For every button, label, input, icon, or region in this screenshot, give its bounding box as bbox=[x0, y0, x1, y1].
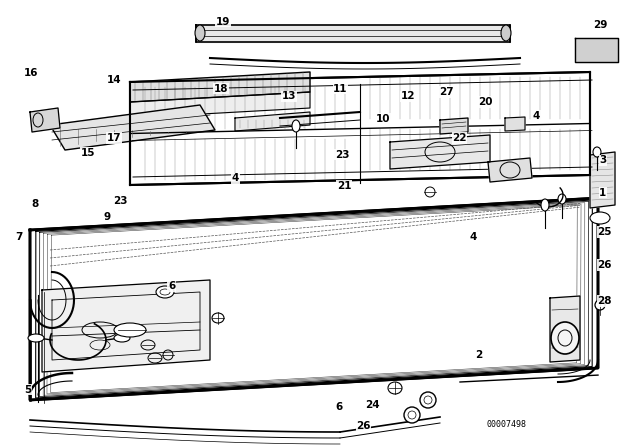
Text: 13: 13 bbox=[282, 91, 296, 101]
Text: 5: 5 bbox=[24, 385, 31, 395]
Polygon shape bbox=[390, 135, 490, 169]
Text: 9: 9 bbox=[104, 212, 111, 222]
Text: 28: 28 bbox=[598, 296, 612, 306]
Polygon shape bbox=[42, 280, 210, 372]
Ellipse shape bbox=[195, 25, 205, 41]
Text: 1: 1 bbox=[599, 188, 607, 198]
Ellipse shape bbox=[404, 407, 420, 423]
Text: 25: 25 bbox=[598, 227, 612, 237]
Ellipse shape bbox=[590, 212, 610, 224]
Polygon shape bbox=[590, 152, 615, 208]
Polygon shape bbox=[575, 38, 618, 62]
Text: 4: 4 bbox=[470, 233, 477, 242]
Text: 15: 15 bbox=[81, 148, 95, 158]
Polygon shape bbox=[30, 198, 598, 400]
Ellipse shape bbox=[595, 300, 605, 310]
Polygon shape bbox=[50, 105, 215, 150]
Text: 17: 17 bbox=[107, 133, 121, 143]
Text: 7: 7 bbox=[15, 232, 23, 241]
Text: 6: 6 bbox=[168, 281, 175, 291]
Text: 12: 12 bbox=[401, 91, 415, 101]
Ellipse shape bbox=[420, 392, 436, 408]
Polygon shape bbox=[130, 72, 590, 185]
Polygon shape bbox=[235, 112, 310, 131]
Text: 8: 8 bbox=[31, 199, 39, 209]
Ellipse shape bbox=[156, 286, 174, 298]
Ellipse shape bbox=[551, 322, 579, 354]
Ellipse shape bbox=[558, 194, 566, 204]
Polygon shape bbox=[196, 25, 510, 42]
Text: 16: 16 bbox=[24, 68, 38, 78]
Text: 11: 11 bbox=[333, 84, 348, 94]
Text: 27: 27 bbox=[440, 87, 454, 97]
Text: 3: 3 bbox=[599, 155, 607, 165]
Polygon shape bbox=[130, 92, 310, 118]
Text: 22: 22 bbox=[452, 133, 467, 143]
Ellipse shape bbox=[541, 199, 549, 211]
Text: 14: 14 bbox=[107, 75, 121, 85]
Text: 26: 26 bbox=[356, 422, 371, 431]
Text: 2: 2 bbox=[475, 350, 483, 360]
Text: 23: 23 bbox=[335, 150, 349, 159]
Text: 26: 26 bbox=[598, 260, 612, 270]
Ellipse shape bbox=[28, 334, 44, 342]
Text: 18: 18 bbox=[214, 84, 228, 94]
Ellipse shape bbox=[114, 323, 146, 337]
Text: 4: 4 bbox=[232, 173, 239, 183]
Polygon shape bbox=[130, 72, 310, 102]
Text: 19: 19 bbox=[216, 17, 230, 26]
Polygon shape bbox=[505, 117, 525, 131]
Polygon shape bbox=[550, 296, 580, 362]
Ellipse shape bbox=[501, 25, 511, 41]
Text: 4: 4 bbox=[532, 111, 540, 121]
Ellipse shape bbox=[292, 120, 300, 132]
Text: 23: 23 bbox=[113, 196, 127, 206]
Text: 21: 21 bbox=[337, 181, 351, 191]
Text: 10: 10 bbox=[376, 114, 390, 124]
Text: 24: 24 bbox=[365, 401, 380, 410]
Polygon shape bbox=[488, 158, 532, 182]
Polygon shape bbox=[440, 118, 468, 134]
Text: 20: 20 bbox=[478, 97, 492, 107]
Text: 6: 6 bbox=[335, 402, 343, 412]
Ellipse shape bbox=[114, 334, 130, 342]
Text: 29: 29 bbox=[593, 20, 607, 30]
Polygon shape bbox=[30, 108, 60, 132]
Text: 00007498: 00007498 bbox=[486, 420, 526, 429]
Ellipse shape bbox=[593, 147, 601, 157]
